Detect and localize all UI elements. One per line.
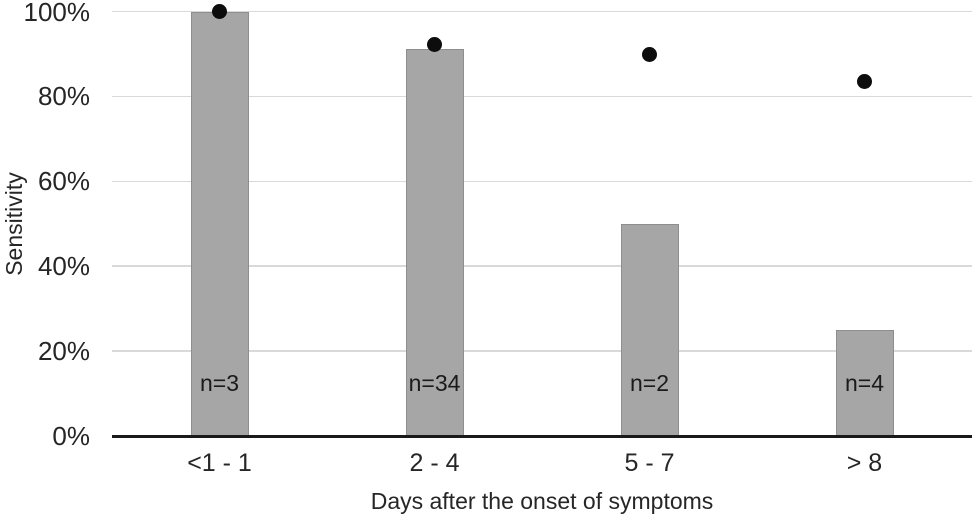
bar [405, 48, 464, 436]
y-tick-label: 0% [52, 421, 90, 451]
gridline [112, 95, 972, 98]
x-tick-label: 5 - 7 [624, 449, 675, 477]
y-tick-label: 40% [37, 251, 90, 282]
bar [190, 11, 249, 436]
bar-count-label: n=4 [844, 370, 884, 396]
y-tick-label: 80% [37, 81, 90, 112]
x-axis-title: Days after the onset of symptoms [370, 488, 714, 514]
gridline [112, 10, 972, 13]
scatter-dot [427, 36, 442, 52]
x-tick-label: > 8 [846, 449, 883, 477]
bar [835, 329, 894, 436]
bar-count-label: n=2 [629, 370, 669, 396]
x-tick-label: 2 - 4 [409, 449, 460, 477]
bar-count-label: n=34 [408, 370, 461, 396]
y-axis-title: Sensitivity [1, 172, 27, 276]
scatter-dot [642, 46, 657, 62]
scatter-dot [857, 74, 872, 90]
y-tick-label: 20% [37, 336, 90, 367]
gridline [112, 180, 972, 183]
bar [620, 223, 679, 436]
scatter-dot [212, 4, 227, 19]
gridline [112, 350, 972, 352]
x-tick-label: <1 - 1 [187, 449, 252, 477]
bar-count-label: n=3 [199, 370, 239, 396]
gridline [112, 265, 972, 267]
y-tick-label: 100% [23, 0, 91, 27]
y-tick-label: 60% [37, 166, 90, 197]
x-axis-line [112, 434, 972, 438]
